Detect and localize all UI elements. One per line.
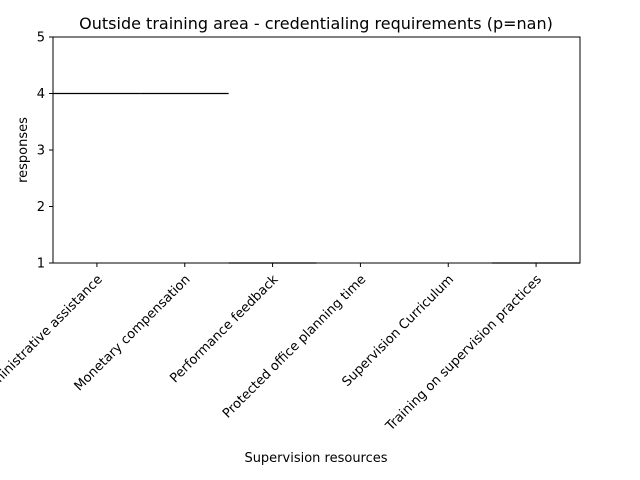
x-tick-label-4: Protected office planning time (220, 272, 369, 421)
y-tick-label-5: 5 (37, 31, 45, 46)
y-axis-label: responses (16, 117, 31, 183)
y-tick-label-1: 1 (37, 257, 45, 272)
x-axis-label: Supervision resources (244, 451, 387, 466)
y-axis: 1 2 3 4 5 (37, 31, 53, 272)
y-tick-label-4: 4 (37, 87, 45, 102)
y-tick-label-2: 2 (37, 200, 45, 215)
y-tick-label-3: 3 (37, 144, 45, 159)
x-tick-label-6: Training on supervision practices (382, 272, 545, 435)
plot-area (52, 36, 581, 264)
violin-marks (53, 92, 580, 264)
chart-title: Outside training area - credentialing re… (79, 14, 553, 33)
